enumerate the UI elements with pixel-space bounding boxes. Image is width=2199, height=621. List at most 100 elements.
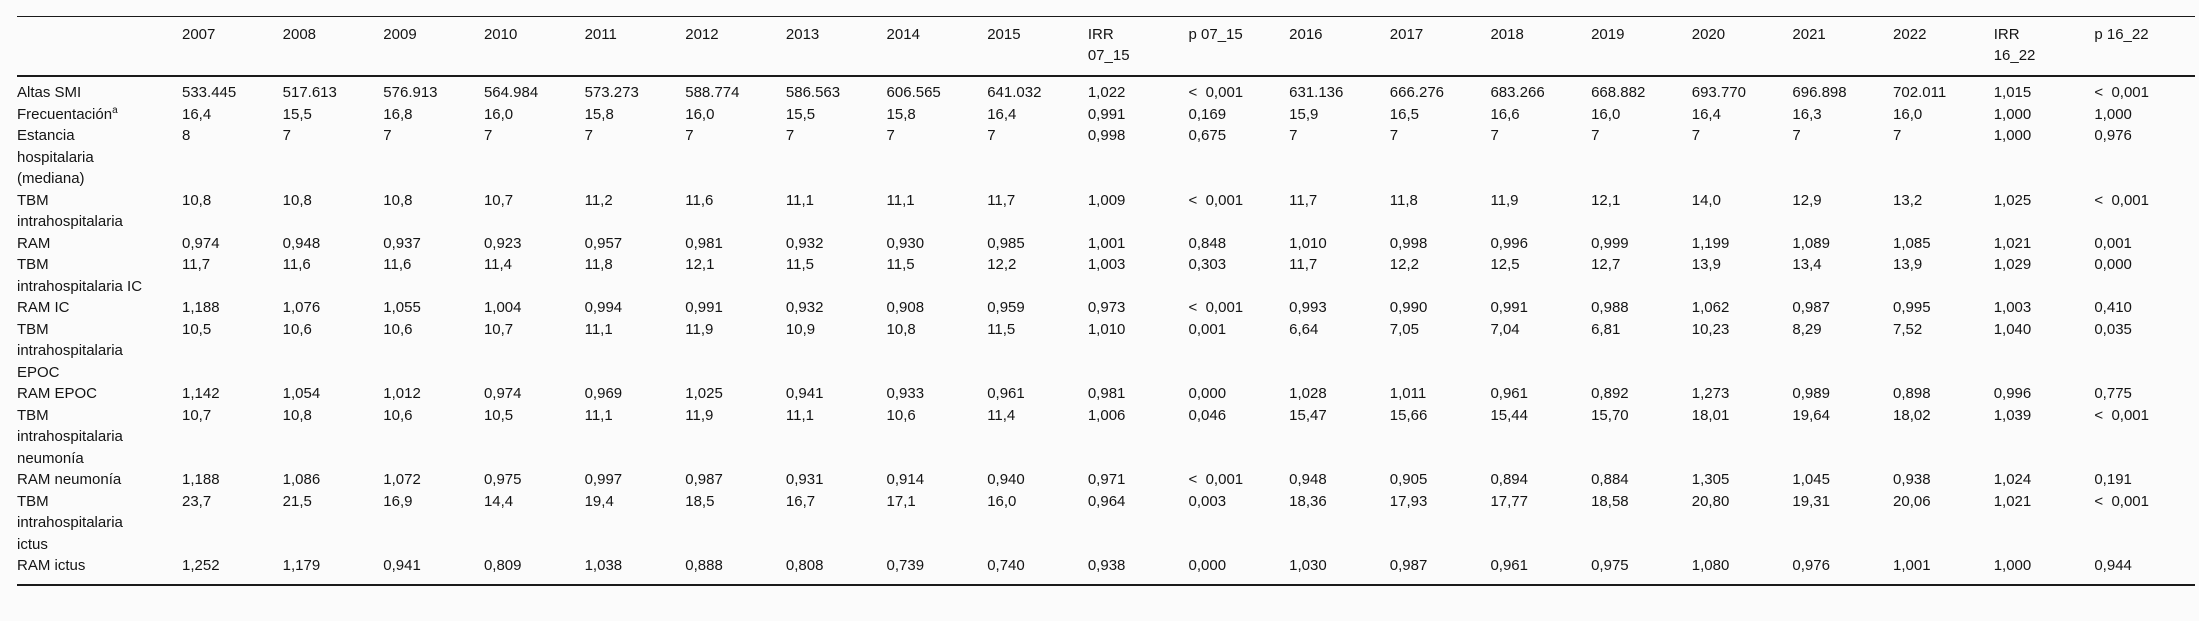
- table-cell: 0,938: [1893, 471, 1931, 488]
- table-cell: 0,975: [483, 471, 522, 488]
- table-cell: 11,7: [182, 256, 211, 273]
- table-cell: 668.882: [1591, 84, 1646, 101]
- table-cell: 0,808: [785, 557, 824, 574]
- table-cell: 1,010: [1289, 234, 1327, 252]
- table-cell: 12,1: [1591, 191, 1621, 209]
- table-cell: 11,5: [987, 320, 1016, 338]
- table-cell: 12,1: [685, 256, 715, 273]
- table-cell: 1,004: [483, 299, 522, 316]
- table-cell: 10,6: [383, 406, 413, 424]
- table-cell: 1,054: [282, 385, 321, 402]
- table-cell: 0,000: [1188, 385, 1227, 402]
- table-cell: 11,1: [785, 191, 814, 209]
- table-row: RAM IC 1,188 1,076 1,055 1,004 0,994 0,991 0,93…: [17, 297, 2195, 319]
- table-cell: 12,9: [1792, 191, 1822, 209]
- table-cell: 19,64: [1792, 406, 1830, 424]
- table-cell: 1,022: [1087, 84, 1126, 101]
- row-label: RAM neumonía: [17, 469, 182, 491]
- table-cell: 0,961: [1490, 385, 1528, 402]
- table-cell: 7: [1691, 127, 1701, 144]
- table-cell: 11,6: [282, 256, 311, 273]
- column-header: 2014: [886, 26, 920, 43]
- column-header: 2018: [1490, 26, 1524, 43]
- table-cell: 576.913: [383, 84, 438, 101]
- table-cell: 11,9: [685, 406, 714, 424]
- table-cell: 11,5: [785, 256, 814, 273]
- table-cell: 1,305: [1691, 471, 1730, 488]
- table-cell: 0,971: [1087, 471, 1126, 488]
- table-cell: 1,080: [1691, 557, 1730, 574]
- table-row: TBM intrahospitalaria ictus 23,7 21,5 16,9 1…: [17, 491, 2195, 556]
- table-cell: 0,998: [1389, 234, 1428, 252]
- table-cell: 0,000: [2094, 256, 2132, 273]
- row-label-text: TBM intrahospitalaria neumonía: [17, 406, 123, 467]
- table-cell: < 0,001: [1188, 84, 1244, 101]
- table-cell: 1,030: [1289, 557, 1327, 574]
- table-cell: 11,7: [1289, 256, 1318, 273]
- table-cell: 586.563: [785, 84, 841, 101]
- table-cell: 10,7: [483, 320, 514, 338]
- table-cell: 7: [1591, 127, 1600, 144]
- table-cell: 0,938: [1087, 557, 1126, 574]
- table-cell: 1,086: [282, 471, 321, 488]
- column-header: 2020: [1691, 26, 1726, 43]
- table-cell: 0,933: [886, 385, 925, 402]
- table-cell: 702.011: [1893, 84, 1947, 101]
- table-cell: 0,987: [685, 471, 723, 488]
- table-cell: 1,021: [1993, 492, 2032, 510]
- row-label-text: TBM intrahospitalaria EPOC: [17, 320, 123, 381]
- table-cell: 14,0: [1691, 191, 1721, 209]
- table-cell: 1,038: [584, 557, 623, 574]
- table-row: RAM EPOC 1,142 1,054 1,012 0,974 0,969 1,025 0,…: [17, 383, 2195, 405]
- row-label: Altas SMI: [17, 82, 182, 104]
- table-cell: 10,5: [182, 320, 212, 338]
- column-header: p 07_15: [1188, 26, 1243, 43]
- table-header-row: 2007 2008 2009 2010 2011 2012 2013 2014 2015 IRR …: [17, 17, 2195, 77]
- table-row: RAM ictus 1,252 1,179 0,941 0,809 1,038 0,888 0…: [17, 555, 2195, 577]
- table-cell: 11,7: [1289, 191, 1318, 209]
- table-cell: 11,2: [584, 191, 613, 209]
- table-cell: 13,4: [1792, 256, 1822, 273]
- table-cell: 10,23: [1691, 320, 1730, 338]
- table-cell: 6,64: [1289, 320, 1319, 338]
- table-cell: 0,046: [1188, 406, 1227, 424]
- row-label: TBM intrahospitalaria EPOC: [17, 319, 182, 384]
- table-cell: 517.613: [282, 84, 337, 101]
- table-cell: 11,4: [483, 256, 513, 273]
- table-cell: 0,908: [886, 299, 925, 316]
- table-cell: < 0,001: [2094, 492, 2149, 510]
- row-label-text: RAM neumonía: [17, 471, 122, 488]
- row-label: RAM IC: [17, 297, 182, 319]
- table-cell: 1,142: [182, 385, 220, 402]
- table-cell: 16,4: [987, 105, 1017, 123]
- table-cell: 0,964: [1087, 492, 1126, 510]
- table-cell: 15,5: [282, 105, 312, 123]
- table-cell: 0,975: [1591, 557, 1629, 574]
- table-cell: 0,894: [1490, 471, 1528, 488]
- table-cell: 13,2: [1893, 191, 1923, 209]
- table-cell: 1,252: [182, 557, 220, 574]
- table-cell: 0,303: [1188, 256, 1227, 273]
- table-cell: 7: [282, 127, 291, 144]
- table-cell: 16,9: [383, 492, 413, 510]
- table-cell: 0,996: [1490, 234, 1528, 252]
- table-cell: 16,0: [685, 105, 715, 123]
- table-cell: 8,29: [1792, 320, 1822, 338]
- table-cell: 0,941: [785, 385, 824, 402]
- table-cell: 0,974: [483, 385, 522, 402]
- table-cell: 0,996: [1993, 385, 2032, 402]
- table-cell: 0,973: [1087, 299, 1126, 316]
- table-cell: < 0,001: [1188, 299, 1244, 316]
- table-cell: 1,000: [1993, 127, 2032, 144]
- row-label-text: Estancia hospitalaria (mediana): [17, 127, 94, 187]
- table-cell: 7: [383, 127, 392, 144]
- row-label: RAM ictus: [17, 555, 182, 577]
- table-cell: 10,8: [182, 191, 212, 209]
- table-row: TBM intrahospitalaria 10,8 10,8 10,8 10,7 11,…: [17, 190, 2195, 233]
- column-header: 2012: [685, 26, 719, 43]
- table-cell: 15,44: [1490, 406, 1528, 424]
- table-cell: 11,1: [584, 320, 613, 338]
- table-cell: 17,1: [886, 492, 916, 510]
- table-row: RAM 0,974 0,948 0,937 0,923 0,957 0,981 0,932 0,…: [17, 233, 2195, 255]
- table-cell: 16,3: [1792, 105, 1822, 123]
